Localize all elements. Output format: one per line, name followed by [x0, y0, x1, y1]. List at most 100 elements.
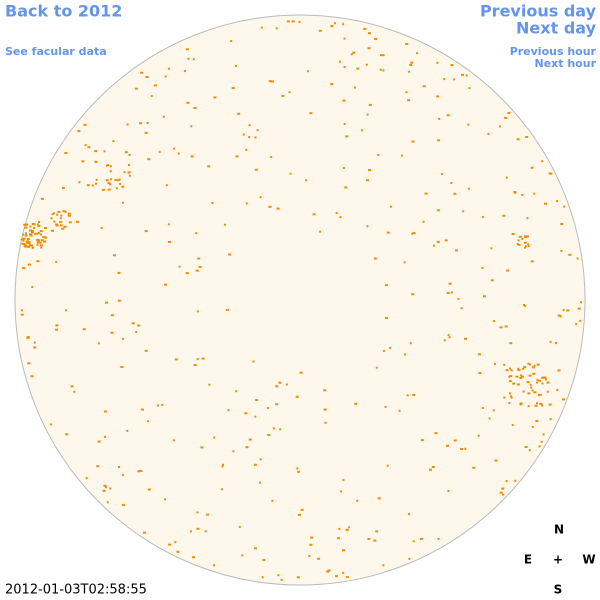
facula: [245, 446, 249, 449]
facula: [225, 308, 229, 311]
facula: [377, 497, 381, 500]
facula: [207, 165, 211, 168]
facula: [196, 527, 200, 530]
facula: [38, 221, 40, 223]
facula: [405, 43, 409, 45]
facula: [270, 156, 273, 158]
facula: [191, 556, 195, 559]
facula: [533, 192, 536, 195]
facula: [55, 224, 59, 227]
facula: [517, 239, 520, 242]
facula: [185, 48, 189, 51]
facula: [511, 233, 515, 235]
facula: [548, 403, 552, 406]
facula: [31, 223, 35, 225]
facula: [434, 432, 438, 435]
facula: [96, 465, 100, 468]
facula: [503, 396, 506, 399]
facula: [529, 383, 532, 386]
facula: [275, 27, 278, 30]
facula: [312, 213, 316, 216]
facula: [120, 366, 124, 368]
facula: [446, 292, 450, 294]
facula: [533, 364, 536, 367]
facula: [538, 393, 542, 396]
facula: [411, 232, 414, 235]
facula: [298, 20, 301, 23]
previous-day-link[interactable]: Previous day: [480, 2, 597, 21]
facula: [73, 390, 76, 393]
facula: [115, 187, 118, 190]
solar-disk: [14, 14, 586, 586]
facula: [268, 205, 272, 208]
facula: [237, 112, 241, 115]
facula: [481, 266, 484, 269]
facula: [168, 241, 171, 243]
facula: [105, 179, 109, 182]
facula: [437, 139, 441, 142]
facula: [522, 390, 525, 393]
facula: [193, 364, 197, 366]
facula: [42, 236, 46, 238]
back-link[interactable]: Back to 2012: [5, 2, 122, 21]
facula: [296, 467, 299, 470]
facula: [530, 386, 533, 389]
facula: [145, 76, 149, 78]
facula: [97, 440, 101, 443]
facula: [87, 146, 91, 149]
facula: [137, 470, 141, 473]
facula: [262, 559, 266, 561]
next-day-link[interactable]: Next day: [516, 19, 597, 38]
facula: [342, 479, 345, 481]
facula: [213, 436, 216, 439]
facula: [421, 439, 424, 442]
facula: [488, 417, 491, 420]
facula: [139, 122, 142, 125]
facular-link[interactable]: See facular data: [5, 45, 107, 58]
facula: [457, 297, 460, 300]
facula: [504, 325, 508, 328]
facula: [291, 20, 295, 23]
facula: [373, 539, 377, 542]
facula: [211, 202, 214, 204]
facula: [536, 381, 538, 384]
facula: [36, 260, 40, 263]
facula: [113, 254, 116, 257]
facula: [20, 313, 24, 316]
facula: [408, 70, 411, 73]
facula: [509, 342, 513, 345]
facula: [326, 570, 330, 573]
facula: [190, 125, 193, 128]
facula: [490, 279, 494, 282]
facula: [164, 283, 168, 286]
facula: [508, 402, 511, 404]
previous-hour-link[interactable]: Previous hour: [510, 45, 597, 58]
facula: [28, 243, 31, 246]
facula: [109, 487, 112, 490]
facula: [447, 489, 450, 492]
facula: [335, 212, 338, 214]
next-hour-link[interactable]: Next hour: [535, 57, 597, 70]
facula: [195, 232, 198, 235]
facula: [201, 357, 205, 360]
facula: [507, 111, 511, 114]
facula: [514, 191, 517, 194]
facula: [25, 232, 27, 235]
facula: [327, 569, 331, 572]
facula: [509, 367, 511, 370]
facula: [231, 87, 235, 90]
facula: [375, 530, 379, 533]
facula: [174, 541, 177, 544]
facula: [502, 214, 506, 217]
facula: [245, 148, 248, 151]
facula: [297, 470, 301, 473]
facula: [407, 99, 411, 102]
facula: [193, 107, 197, 109]
facula: [235, 155, 239, 158]
facula: [406, 394, 409, 397]
facula: [531, 389, 534, 392]
facula: [335, 575, 338, 578]
facula: [499, 491, 503, 494]
facula: [208, 383, 211, 386]
facula: [29, 233, 31, 236]
